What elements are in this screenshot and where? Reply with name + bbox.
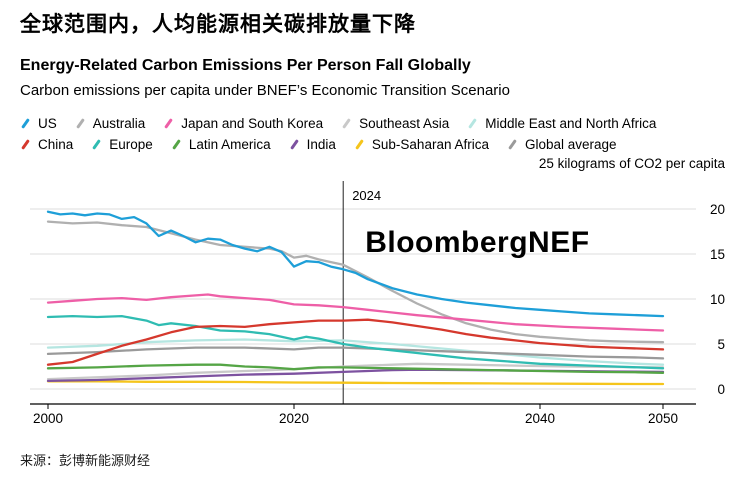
legend-label: Global average [524,136,617,152]
bloombergnef-watermark: BloombergNEF [365,226,589,259]
y-axis-label: 15 [710,247,725,262]
legend-item-europe[interactable]: Europe [91,135,153,154]
y-axis-label: 0 [717,382,725,397]
legend-item-southeast-asia[interactable]: Southeast Asia [341,114,449,133]
legend-marker-icon [508,138,517,150]
chart-legend: US Australia Japan and South Korea Southeas… [20,114,731,154]
legend-label: Japan and South Korea [181,115,324,131]
legend-label: Southeast Asia [359,115,450,131]
legend-marker-icon [92,138,102,150]
legend-item-us[interactable]: US [20,114,57,133]
y-axis-unit-label: 25 kilograms of CO2 per capita [539,156,726,171]
x-axis-label: 2050 [648,411,678,426]
annotation-label-2024: 2024 [352,188,381,203]
series-line-us [46,210,665,318]
legend-item-sub-saharan-africa[interactable]: Sub-Saharan Africa [354,135,489,154]
legend-marker-icon [171,138,181,150]
series-line-sub-saharan-africa [46,379,665,385]
legend-item-china[interactable]: China [20,135,73,154]
series-line-latin-america [46,363,665,374]
legend-label: Sub-Saharan Africa [371,136,489,152]
y-axis-label: 10 [710,292,725,307]
series-line-southeast-asia [46,362,665,381]
legend-label: Middle East and North Africa [485,115,657,131]
series-line-australia [46,220,665,344]
legend-item-global-average[interactable]: Global average [507,135,617,154]
series-line-china [46,318,665,366]
legend-label: Europe [109,136,153,152]
series-line-europe [46,314,665,370]
legend-item-india[interactable]: India [289,135,336,154]
legend-marker-icon [164,117,174,129]
legend-label: Australia [92,115,146,131]
legend-marker-icon [342,117,352,129]
legend-item-japan-and-south-korea[interactable]: Japan and South Korea [163,114,323,133]
x-axis-label: 2020 [279,411,309,426]
chart-area: 0 5 10 15 20 25 kilograms of CO2 per capita 20… [20,156,731,428]
legend-marker-icon [289,138,299,150]
legend-marker-icon [355,138,364,150]
series-line-middle-east-and-north-africa [46,338,665,366]
y-axis-label: 20 [710,202,725,217]
legend-marker-icon [21,138,30,150]
legend-marker-icon [468,117,478,129]
page-title-chinese: 全球范围内，人均能源相关碳排放量下降 [20,13,416,36]
legend-label: India [306,136,336,152]
emissions-chart-svg: 0 5 10 15 20 25 kilograms of CO2 per capita 20… [30,156,726,426]
source-note: 来源：彭博新能源财经 [20,452,151,468]
legend-row: China Europe Latin America India Sub-Saharan… [20,135,731,154]
legend-label: China [38,136,74,152]
legend-label: US [38,115,57,131]
legend-marker-icon [21,117,30,129]
x-axis-label: 2040 [525,411,555,426]
legend-row: US Australia Japan and South Korea Southeas… [20,114,731,133]
legend-label: Latin America [188,136,271,152]
legend-marker-icon [75,117,85,129]
legend-item-latin-america[interactable]: Latin America [171,135,271,154]
legend-item-australia[interactable]: Australia [75,114,146,133]
chart-title: Energy-Related Carbon Emissions Per Pers… [20,57,471,75]
series-line-global-average [46,346,665,360]
x-axis-label: 2000 [33,411,63,426]
y-axis-label: 5 [717,337,725,352]
legend-item-middle-east-and-north-africa[interactable]: Middle East and North Africa [467,114,656,133]
chart-subtitle: Carbon emissions per capita under BNEF’s… [20,82,510,100]
series-line-japan-and-south-korea [46,293,665,332]
